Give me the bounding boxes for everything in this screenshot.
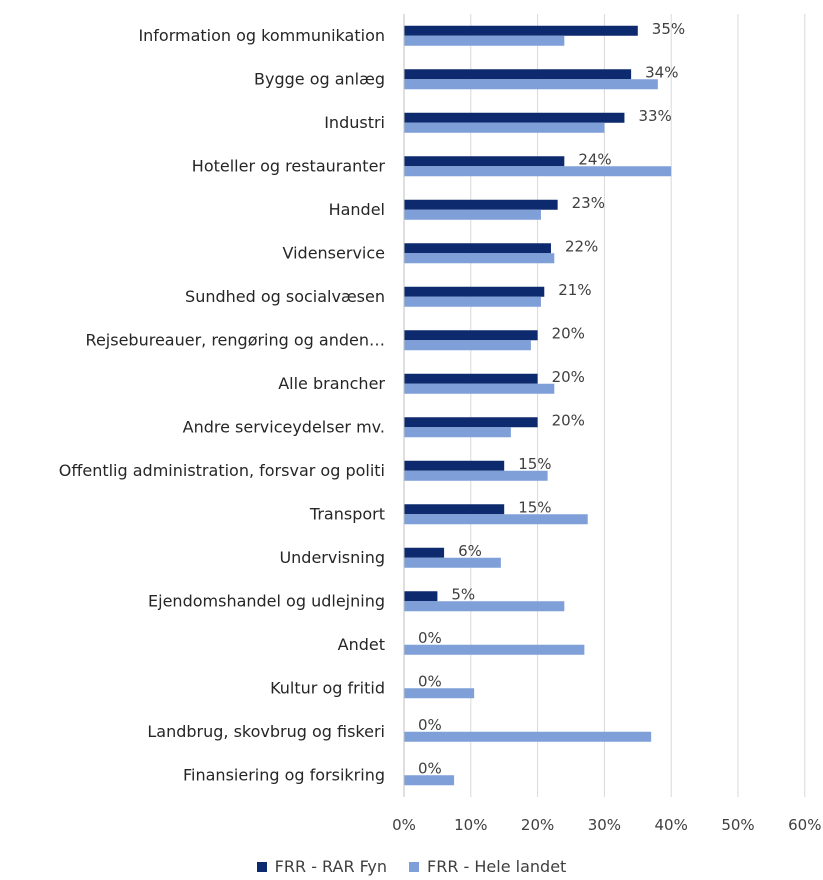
bar-hele-landet xyxy=(404,166,672,177)
bar-rar-fyn xyxy=(404,69,632,80)
bar-rar-fyn xyxy=(404,199,558,210)
x-tick-label: 40% xyxy=(655,816,688,834)
bar-rar-fyn xyxy=(404,373,538,384)
bar-hele-landet xyxy=(404,79,658,90)
bar-hele-landet xyxy=(404,601,565,612)
x-tick-label: 10% xyxy=(454,816,487,834)
data-label: 24% xyxy=(578,150,611,168)
bar-chart: 0% 10% 20% 30% 40% 50% 60% Information og kommu… xyxy=(59,14,821,834)
category-label: Videnservice xyxy=(283,243,386,262)
bar-hele-landet xyxy=(404,775,455,786)
data-label: 0% xyxy=(418,716,442,734)
data-label: 21% xyxy=(558,281,591,299)
category-label: Landbrug, skovbrug og fiskeri xyxy=(147,722,385,741)
bar-rar-fyn xyxy=(404,286,545,297)
legend-swatch-rar-fyn xyxy=(256,861,267,872)
bar-hele-landet xyxy=(404,209,541,220)
bar-hele-landet xyxy=(404,470,548,481)
data-label: 15% xyxy=(518,455,551,473)
category-label: Undervisning xyxy=(279,548,385,567)
category-label: Kultur og fritid xyxy=(270,678,385,697)
legend-swatch-hele-landet xyxy=(409,861,420,872)
bar-hele-landet xyxy=(404,122,605,133)
bar-rar-fyn xyxy=(404,156,565,167)
category-label: Andet xyxy=(338,635,385,654)
data-label: 20% xyxy=(552,411,585,429)
data-label: 33% xyxy=(638,107,671,125)
bar-rar-fyn xyxy=(404,460,505,471)
x-tick-label: 60% xyxy=(788,816,821,834)
bar-hele-landet xyxy=(404,514,588,525)
data-label: 34% xyxy=(645,63,678,81)
bar-rar-fyn xyxy=(404,547,445,558)
bar-rar-fyn xyxy=(404,417,538,428)
category-label: Alle brancher xyxy=(278,374,385,393)
bar-hele-landet xyxy=(404,296,541,307)
x-tick-label: 20% xyxy=(521,816,554,834)
legend-item-rar-fyn: FRR - RAR Fyn xyxy=(256,857,388,876)
bar-rar-fyn xyxy=(404,591,438,602)
bar-rar-fyn xyxy=(404,243,551,254)
x-tick-label: 50% xyxy=(721,816,754,834)
bar-hele-landet xyxy=(404,340,531,351)
bar-hele-landet xyxy=(404,644,585,655)
data-label: 20% xyxy=(552,368,585,386)
x-tick-label: 30% xyxy=(588,816,621,834)
category-label: Industri xyxy=(324,113,385,132)
bar-rar-fyn xyxy=(404,25,638,36)
category-label: Transport xyxy=(309,504,385,523)
legend-item-hele-landet: FRR - Hele landet xyxy=(409,857,566,876)
bar-hele-landet xyxy=(404,253,555,264)
data-label: 0% xyxy=(418,759,442,777)
bar-rar-fyn xyxy=(404,504,505,515)
legend-label-rar-fyn: FRR - RAR Fyn xyxy=(274,857,388,876)
bar-hele-landet xyxy=(404,731,652,742)
bar-hele-landet xyxy=(404,557,501,568)
data-label: 15% xyxy=(518,498,551,516)
data-label: 0% xyxy=(418,629,442,647)
category-label: Finansiering og forsikring xyxy=(183,765,385,784)
bar-hele-landet xyxy=(404,35,565,46)
data-label: 35% xyxy=(652,20,685,38)
bar-rar-fyn xyxy=(404,112,625,123)
category-label: Hoteller og restauranter xyxy=(192,156,386,175)
category-label: Bygge og anlæg xyxy=(254,69,385,88)
bar-hele-landet xyxy=(404,383,555,394)
data-label: 6% xyxy=(458,542,482,560)
category-label: Sundhed og socialvæsen xyxy=(185,287,385,306)
category-label: Andre serviceydelser mv. xyxy=(183,417,385,436)
data-label: 20% xyxy=(552,324,585,342)
legend: FRR - RAR Fyn FRR - Hele landet xyxy=(0,853,823,880)
category-label: Handel xyxy=(329,200,385,219)
category-label: Information og kommunikation xyxy=(138,26,385,45)
data-label: 22% xyxy=(565,237,598,255)
bar-hele-landet xyxy=(404,427,511,438)
category-label: Rejsebureauer, rengøring og anden… xyxy=(86,330,385,349)
x-tick-label: 0% xyxy=(392,816,416,834)
bar-rar-fyn xyxy=(404,330,538,341)
data-label: 23% xyxy=(572,194,605,212)
data-label: 0% xyxy=(418,672,442,690)
category-label: Offentlig administration, forsvar og pol… xyxy=(59,461,385,480)
legend-label-hele-landet: FRR - Hele landet xyxy=(427,857,567,876)
data-label: 5% xyxy=(451,585,475,603)
category-label: Ejendomshandel og udlejning xyxy=(148,591,385,610)
bar-hele-landet xyxy=(404,688,475,699)
